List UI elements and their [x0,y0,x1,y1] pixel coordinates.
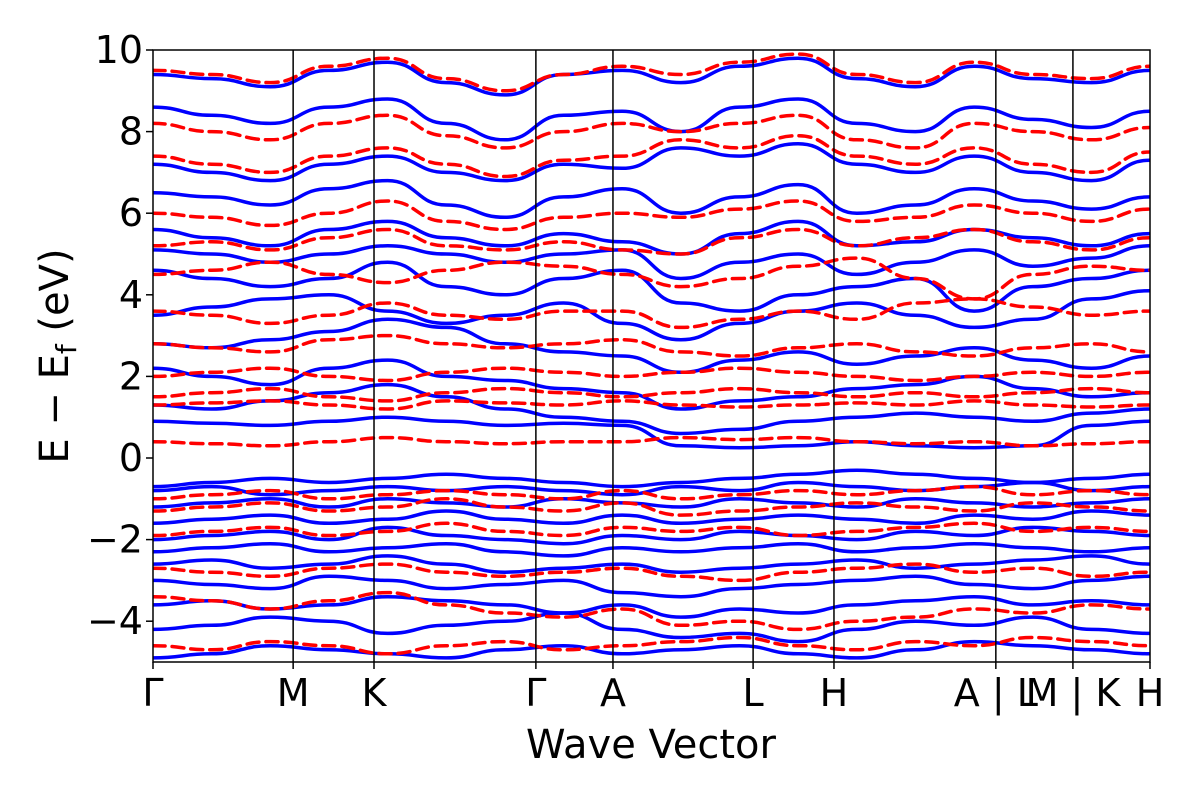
solid-band-15 [153,288,1150,342]
solid-band-22 [153,56,1150,97]
solid-band-2 [153,594,1150,619]
dashed-band-4 [153,497,1150,517]
x-tick-label-1: M [277,671,310,715]
dashed-band-10 [153,333,1150,358]
dashed-band-14 [153,199,1150,232]
solid-band-3 [153,574,1150,599]
x-tick-label-9: H [1136,671,1165,715]
dashed-band-12 [153,256,1150,301]
y-axis-title-subscript: f [50,343,83,354]
solid-band-4 [153,554,1150,574]
x-tick-label-2: K [362,671,388,715]
y-axis-ticks: −4 −2 0 2 4 6 8 10 [87,28,153,643]
x-tick-label-4: A [600,671,626,715]
x-tick-label-3: Γ [525,671,546,715]
solid-band-20 [153,142,1150,183]
solid-band-10 [153,468,1150,489]
dashed-band-9 [153,366,1150,383]
solid-band-8 [153,497,1150,509]
x-tick-label-5: L [743,671,764,715]
x-axis-title: Wave Vector [526,722,777,768]
y-axis-title-main: E − E [32,354,78,464]
solid-band-5 [153,541,1150,558]
y-tick-label-7: 10 [95,28,143,72]
solid-band-16 [153,260,1150,313]
y-tick-label-4: 4 [119,273,143,317]
y-tick-label-5: 6 [119,191,143,235]
y-tick-label-6: 8 [119,110,143,154]
dashed-band-7 [153,399,1150,411]
solid-band-1 [153,611,1150,644]
dashed-band-1 [153,590,1150,632]
x-tick-label-6: H [820,671,849,715]
dashed-band-8 [153,386,1150,403]
dashed-band-6 [153,435,1150,448]
y-tick-label-0: −4 [87,599,143,643]
y-tick-label-3: 2 [119,354,143,398]
dashed-band-3 [153,521,1150,538]
solid-band-21 [153,97,1150,142]
dashed-band-0 [153,635,1150,656]
y-tick-label-1: −2 [87,518,143,562]
solid-band-6 [153,525,1150,546]
dashed-band-17 [153,52,1150,93]
x-tick-label-0: Γ [142,671,163,715]
solid-band-12 [153,382,1150,436]
band-series-layer [153,52,1150,660]
solid-band-0 [153,639,1150,660]
y-axis-title: E − Ef (eV) [32,248,83,463]
solid-band-11 [153,415,1150,450]
solid-band-7 [153,509,1150,526]
dashed-band-13 [153,227,1150,256]
dashed-band-2 [153,562,1150,583]
x-tick-label-7: A | L [954,671,1038,716]
solid-band-17 [153,244,1150,281]
solid-band-19 [153,178,1150,220]
y-tick-label-2: 0 [119,436,143,480]
plot-frame [152,49,1151,663]
x-tick-label-8: M | K [1026,671,1122,716]
y-axis-title-unit: (eV) [32,248,78,344]
x-axis-ticks: Γ M K Γ A L H A | LM | K H [142,662,1164,716]
high-symmetry-lines [292,50,1074,662]
dashed-band-15 [153,133,1150,179]
solid-band-14 [153,317,1150,375]
dashed-band-5 [153,484,1150,501]
dashed-band-16 [153,113,1150,150]
